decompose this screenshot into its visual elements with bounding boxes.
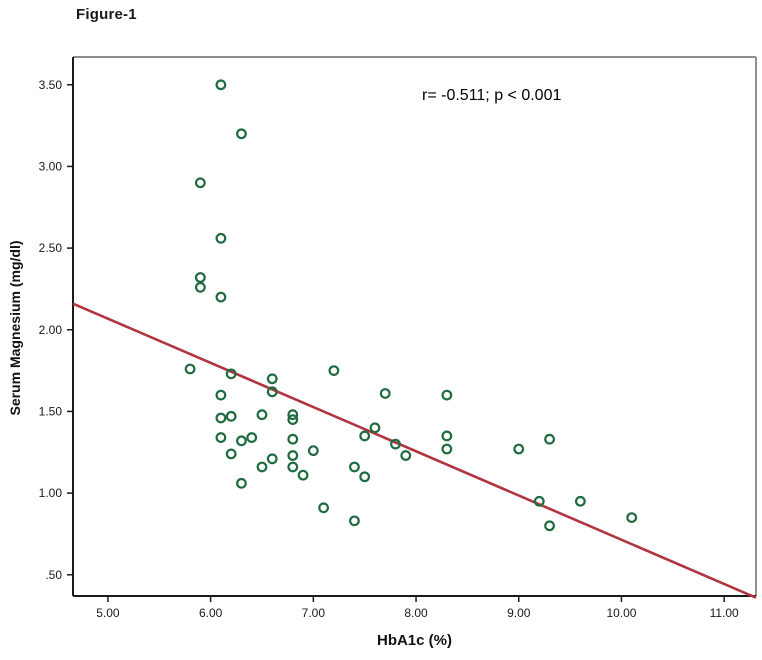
data-point	[369, 422, 381, 434]
data-point	[215, 232, 227, 244]
y-tick-label: 2.00	[39, 323, 63, 337]
data-point	[626, 512, 638, 523]
data-point	[574, 495, 586, 507]
x-axis-title: HbA1c (%)	[376, 632, 452, 649]
x-tick-label: 11.00	[710, 606, 739, 620]
data-point	[215, 79, 227, 91]
data-point	[441, 389, 453, 401]
data-point	[215, 412, 227, 424]
data-point	[266, 453, 278, 465]
data-point	[513, 443, 525, 455]
y-tick-label: 1.00	[39, 486, 63, 500]
data-point	[266, 373, 278, 385]
data-point	[256, 409, 268, 421]
data-point	[318, 502, 330, 514]
data-point	[307, 445, 319, 457]
data-point	[256, 461, 268, 473]
data-point	[287, 414, 299, 426]
data-point	[441, 430, 453, 442]
data-point	[194, 281, 206, 293]
figure-title: Figure-1	[76, 6, 137, 23]
y-tick-label: 2.50	[39, 241, 63, 255]
data-point	[297, 469, 309, 481]
x-tick-label: 8.00	[404, 606, 428, 620]
data-point	[400, 450, 412, 461]
data-point	[533, 495, 545, 507]
x-tick-label: 10.00	[606, 606, 636, 620]
data-point	[215, 389, 227, 401]
y-tick-label: .50	[45, 568, 62, 582]
data-point	[225, 368, 237, 380]
x-tick-label: 6.00	[199, 606, 223, 620]
data-point	[359, 471, 371, 483]
data-point	[194, 177, 206, 189]
data-point	[287, 450, 299, 461]
data-point	[225, 410, 237, 422]
data-point	[390, 438, 401, 450]
data-point	[287, 433, 299, 445]
data-point	[236, 128, 247, 140]
data-point	[225, 448, 237, 460]
data-point	[194, 272, 206, 283]
data-point	[287, 461, 299, 473]
regression-line	[72, 302, 757, 599]
x-tick-label: 5.00	[96, 606, 120, 620]
data-point	[287, 409, 299, 421]
x-tick-label: 9.00	[507, 606, 531, 620]
data-point	[441, 443, 453, 455]
data-point	[379, 388, 391, 399]
y-tick-label: 3.50	[39, 78, 63, 92]
data-point	[236, 435, 247, 447]
data-point	[359, 430, 371, 442]
data-point	[215, 291, 227, 303]
y-axis-title: Serum Magnesium (mg/dl)	[7, 240, 23, 416]
data-point	[544, 520, 555, 532]
data-point	[349, 461, 360, 473]
data-point	[266, 386, 278, 398]
correlation-annotation: r= -0.511; p < 0.001	[422, 87, 562, 104]
data-point	[236, 477, 247, 489]
data-point	[184, 363, 196, 375]
data-point	[544, 433, 555, 445]
data-point	[328, 365, 340, 377]
data-point	[349, 515, 360, 527]
data-point	[215, 432, 227, 443]
data-point	[246, 432, 258, 443]
x-tick-label: 7.00	[302, 606, 326, 620]
y-tick-label: 3.00	[39, 159, 63, 173]
y-tick-label: 1.50	[39, 404, 63, 418]
